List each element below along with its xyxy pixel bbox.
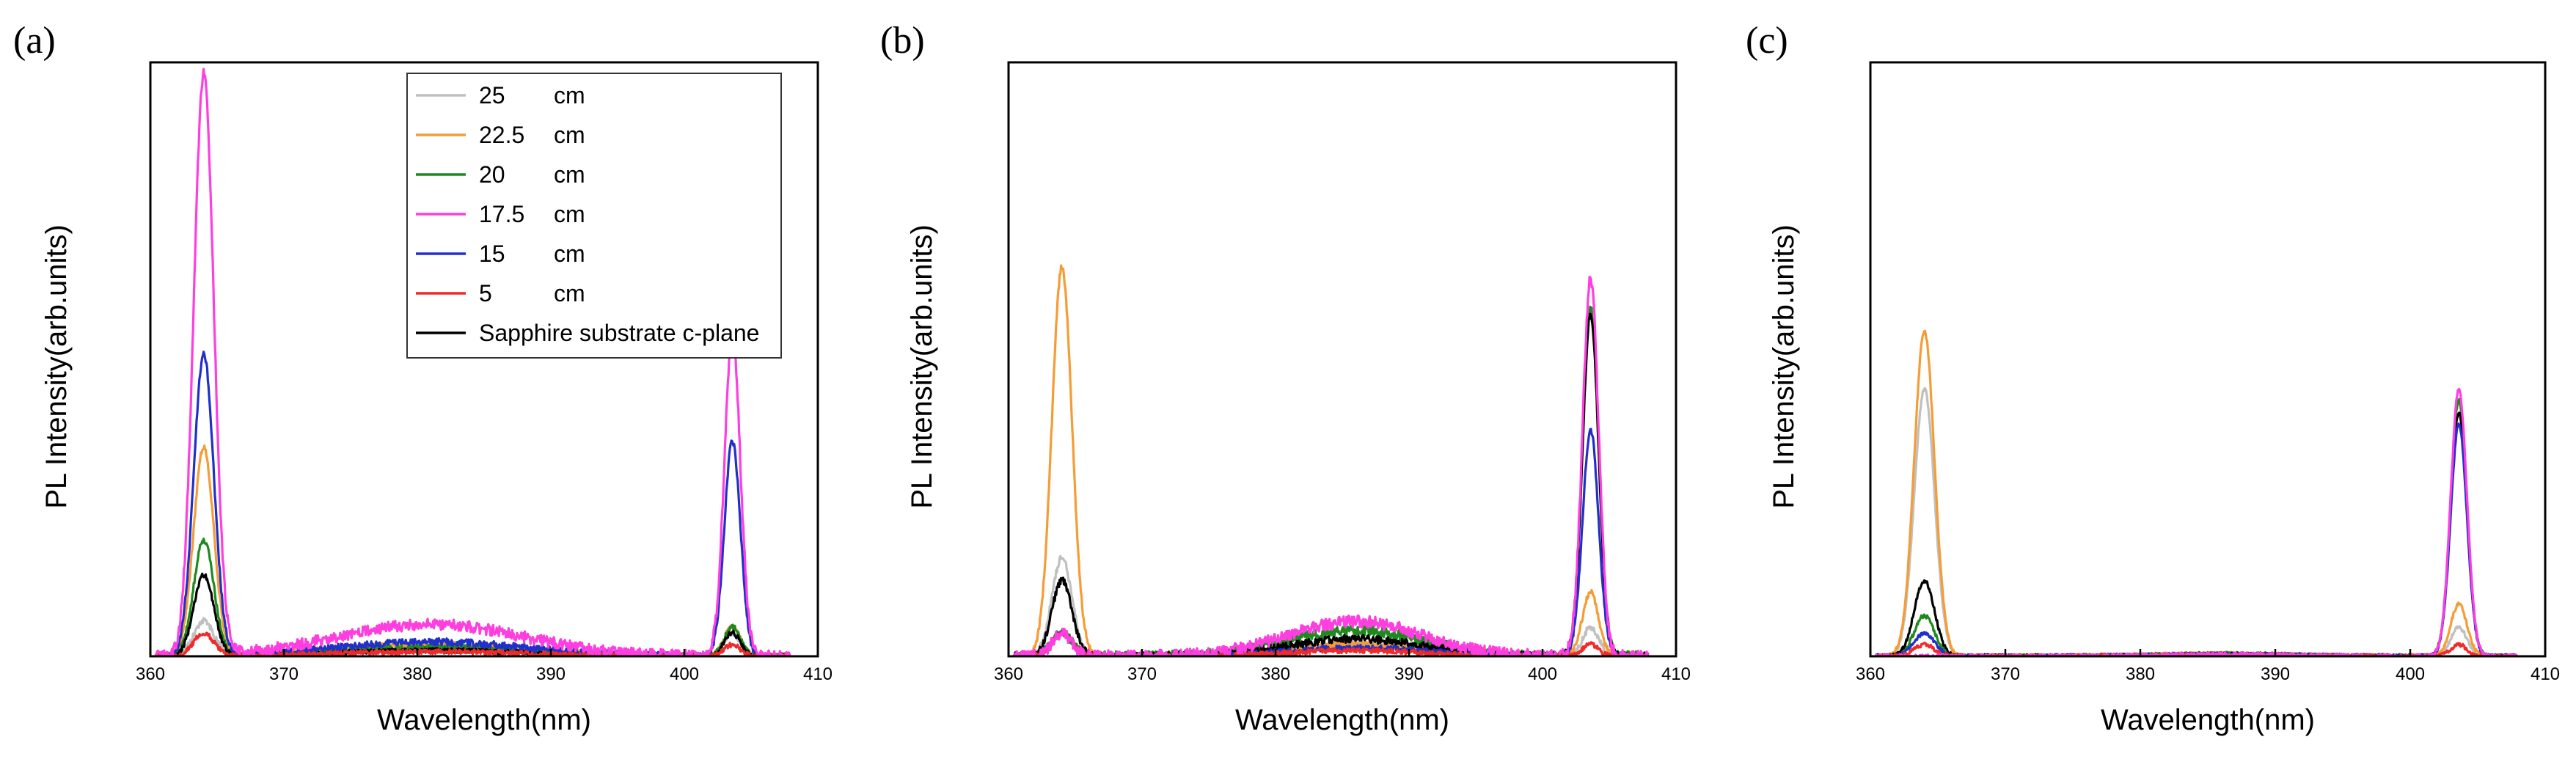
- x-tick-label: 380: [403, 664, 432, 684]
- series-line-4: [154, 351, 791, 656]
- legend-entry-unit: cm: [554, 82, 585, 109]
- plot-frame: [1869, 61, 2547, 658]
- legend-entry-name: 15: [479, 241, 505, 267]
- panel-label: (c): [1746, 20, 1788, 62]
- legend-entry-unit: cm: [554, 241, 585, 267]
- legend-entry-name: 5: [479, 280, 492, 307]
- series-group: [1874, 329, 2518, 656]
- x-tick-label: 390: [2261, 664, 2290, 684]
- x-tick-label: 380: [1261, 664, 1290, 684]
- legend-entry-name: 25: [479, 82, 505, 109]
- legend-entry-unit: cm: [554, 161, 585, 188]
- series-line-6: [1013, 312, 1650, 656]
- legend-entry-unit: cm: [554, 201, 585, 227]
- x-tick-label: 410: [1661, 664, 1691, 684]
- series-line-2: [154, 537, 791, 656]
- legend-box: [406, 73, 782, 359]
- legend-entry-name: 22.5: [479, 122, 524, 148]
- x-tick-label: 370: [269, 664, 299, 684]
- legend-entry-name: 20: [479, 161, 505, 188]
- plot-frame: [149, 61, 819, 658]
- x-tick-label: 400: [1528, 664, 1557, 684]
- legend-entry-unit: cm: [554, 280, 585, 307]
- series-line-2: [1012, 305, 1650, 656]
- series-line-1: [1012, 264, 1649, 656]
- panel-0: (a) 360 370 380 390 400 410 Wavelength(nm) PL In…: [13, 20, 833, 736]
- x-tick-label: 370: [1127, 664, 1157, 684]
- x-tick-label: 370: [1991, 664, 2020, 684]
- series-line-6: [1874, 411, 2517, 656]
- panel-2: (c) 360 370 380 390 400 410 Wavelength(nm) PL In…: [1746, 20, 2560, 736]
- series-line-1: [155, 444, 791, 656]
- series-group: [1012, 264, 1650, 656]
- legend: 25 cm 22.5 cm 20 cm 17.5 cm 15 cm 5 cm Sapphire sub…: [406, 73, 782, 359]
- y-axis-title: PL Intensity(arb.units): [40, 224, 73, 509]
- x-tick-label: 410: [2531, 664, 2560, 684]
- series-line-3: [1012, 276, 1650, 656]
- y-axis-title: PL Intensity(arb.units): [906, 224, 938, 509]
- legend-entry-unit: cm: [554, 122, 585, 148]
- y-axis-title: PL Intensity(arb.units): [1768, 224, 1800, 509]
- x-tick-label: 360: [136, 664, 165, 684]
- panel-label: (b): [880, 20, 925, 62]
- x-tick-label: 400: [670, 664, 699, 684]
- panel-1: (b) 360 370 380 390 400 410 Wavelength(nm) PL In…: [880, 20, 1691, 736]
- x-tick-label: 380: [2126, 664, 2155, 684]
- x-tick-label: 410: [803, 664, 833, 684]
- x-tick-label: 360: [1856, 664, 1885, 684]
- x-axis-title: Wavelength(nm): [377, 704, 591, 736]
- x-tick-label: 360: [994, 664, 1023, 684]
- series-line-3: [1874, 388, 2517, 656]
- series-line-4: [1875, 422, 2517, 656]
- series-line-0: [1875, 386, 2518, 656]
- x-axis-title: Wavelength(nm): [1235, 704, 1449, 736]
- x-tick-label: 390: [536, 664, 566, 684]
- plot-frame: [1007, 61, 1677, 658]
- x-tick-label: 390: [1394, 664, 1424, 684]
- x-axis-title: Wavelength(nm): [2101, 704, 2315, 736]
- panel-label: (a): [13, 20, 56, 62]
- legend-entry-name: Sapphire substrate c-plane: [479, 320, 759, 346]
- series-line-2: [1875, 397, 2517, 656]
- series-line-1: [1875, 329, 2517, 656]
- legend-entry-name: 17.5: [479, 201, 524, 227]
- x-tick-label: 400: [2396, 664, 2425, 684]
